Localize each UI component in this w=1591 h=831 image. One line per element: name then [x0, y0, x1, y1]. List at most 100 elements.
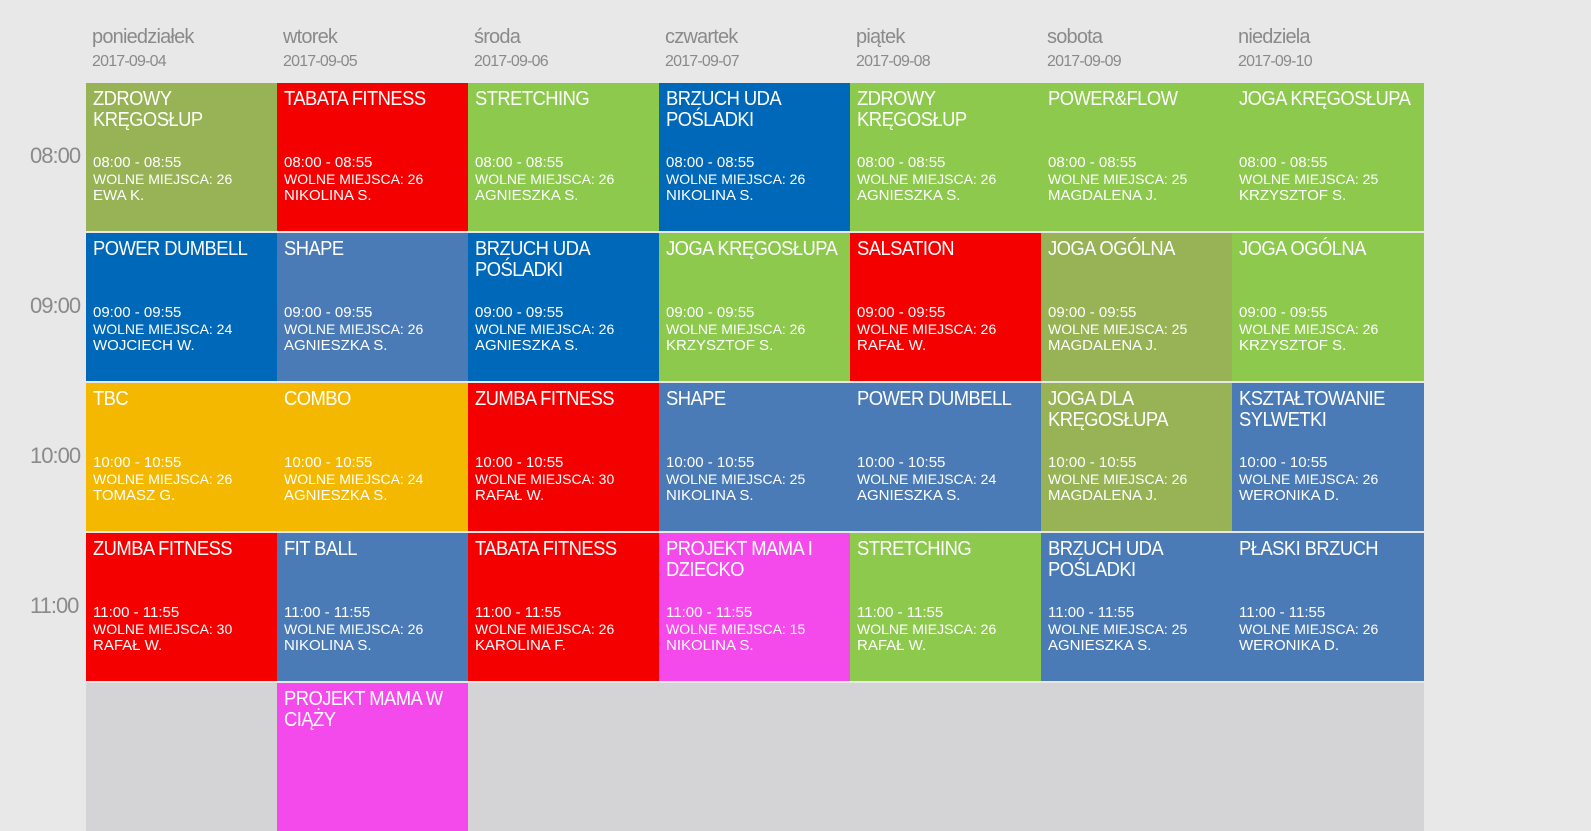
- class-time: 09:00 - 09:55: [857, 304, 946, 321]
- trainer-name: KRZYSZTOF S.: [666, 337, 774, 354]
- class-card[interactable]: ZUMBA FITNESS 11:00 - 11:55 WOLNE MIEJSC…: [86, 533, 278, 681]
- class-title: FIT BALL: [284, 538, 358, 560]
- trainer-name: AGNIESZKA S.: [1048, 637, 1152, 654]
- class-card[interactable]: BRZUCH UDA POŚLADKI 08:00 - 08:55 WOLNE …: [659, 83, 851, 231]
- trainer-name: AGNIESZKA S.: [475, 337, 579, 354]
- class-time: 11:00 - 11:55: [284, 604, 371, 621]
- class-card[interactable]: POWER DUMBELL 09:00 - 09:55 WOLNE MIEJSC…: [86, 233, 278, 381]
- class-card[interactable]: POWER DUMBELL 10:00 - 10:55 WOLNE MIEJSC…: [850, 383, 1042, 531]
- class-card[interactable]: STRETCHING 11:00 - 11:55 WOLNE MIEJSCA: …: [850, 533, 1042, 681]
- class-title: JOGA DLA KRĘGOSŁUPA: [1048, 388, 1168, 431]
- class-card[interactable]: ZDROWY KRĘGOSŁUP 08:00 - 08:55 WOLNE MIE…: [86, 83, 278, 231]
- class-title: PŁASKI BRZUCH: [1239, 538, 1379, 560]
- trainer-name: WERONIKA D.: [1239, 637, 1340, 654]
- class-card[interactable]: SHAPE 10:00 - 10:55 WOLNE MIEJSCA: 25 NI…: [659, 383, 851, 531]
- class-title: ZUMBA FITNESS: [475, 388, 615, 410]
- empty-slot: [1041, 683, 1233, 831]
- trainer-name: AGNIESZKA S.: [284, 337, 388, 354]
- day-date: 2017-09-10: [1238, 53, 1313, 70]
- free-seats: WOLNE MIEJSCA: 26: [475, 321, 615, 337]
- free-seats: WOLNE MIEJSCA: 26: [284, 321, 424, 337]
- day-header: środa 2017-09-06: [474, 24, 664, 74]
- class-title: ZDROWY KRĘGOSŁUP: [857, 88, 967, 131]
- class-card[interactable]: JOGA KRĘGOSŁUPA 09:00 - 09:55 WOLNE MIEJ…: [659, 233, 851, 381]
- class-title: BRZUCH UDA POŚLADKI: [1048, 538, 1163, 581]
- class-title: KSZTAŁTOWANIE SYLWETKI: [1239, 388, 1385, 431]
- free-seats: WOLNE MIEJSCA: 15: [666, 621, 806, 637]
- free-seats: WOLNE MIEJSCA: 25: [1048, 621, 1188, 637]
- class-card[interactable]: JOGA OGÓLNA 09:00 - 09:55 WOLNE MIEJSCA:…: [1232, 233, 1424, 381]
- trainer-name: KRZYSZTOF S.: [1239, 337, 1347, 354]
- class-card[interactable]: STRETCHING 08:00 - 08:55 WOLNE MIEJSCA: …: [468, 83, 660, 231]
- trainer-name: WOJCIECH W.: [93, 337, 195, 354]
- free-seats: WOLNE MIEJSCA: 26: [93, 171, 233, 187]
- class-card[interactable]: BRZUCH UDA POŚLADKI 11:00 - 11:55 WOLNE …: [1041, 533, 1233, 681]
- class-card[interactable]: PŁASKI BRZUCH 11:00 - 11:55 WOLNE MIEJSC…: [1232, 533, 1424, 681]
- class-time: 11:00 - 11:55: [475, 604, 562, 621]
- class-title: SHAPE: [666, 388, 726, 410]
- trainer-name: NIKOLINA S.: [666, 187, 754, 204]
- empty-slot: [468, 683, 660, 831]
- free-seats: WOLNE MIEJSCA: 26: [1239, 621, 1379, 637]
- class-card[interactable]: JOGA OGÓLNA 09:00 - 09:55 WOLNE MIEJSCA:…: [1041, 233, 1233, 381]
- day-header: piątek 2017-09-08: [856, 24, 1046, 74]
- class-card[interactable]: TABATA FITNESS 11:00 - 11:55 WOLNE MIEJS…: [468, 533, 660, 681]
- class-card[interactable]: JOGA KRĘGOSŁUPA 08:00 - 08:55 WOLNE MIEJ…: [1232, 83, 1424, 231]
- class-title: PROJEKT MAMA W CIĄŻY: [284, 688, 443, 731]
- class-time: 11:00 - 11:55: [93, 604, 180, 621]
- class-time: 08:00 - 08:55: [1048, 154, 1137, 171]
- class-time: 10:00 - 10:55: [857, 454, 946, 471]
- day-date: 2017-09-08: [856, 53, 931, 70]
- class-time: 11:00 - 11:55: [1239, 604, 1326, 621]
- class-card[interactable]: PROJEKT MAMA W CIĄŻY: [277, 683, 469, 831]
- trainer-name: AGNIESZKA S.: [857, 487, 961, 504]
- trainer-name: RAFAŁ W.: [475, 487, 545, 504]
- class-card[interactable]: ZDROWY KRĘGOSŁUP 08:00 - 08:55 WOLNE MIE…: [850, 83, 1042, 231]
- free-seats: WOLNE MIEJSCA: 25: [1048, 321, 1188, 337]
- class-time: 09:00 - 09:55: [1239, 304, 1328, 321]
- class-card[interactable]: ZUMBA FITNESS 10:00 - 10:55 WOLNE MIEJSC…: [468, 383, 660, 531]
- class-time: 11:00 - 11:55: [666, 604, 753, 621]
- free-seats: WOLNE MIEJSCA: 26: [1239, 471, 1379, 487]
- class-card[interactable]: SHAPE 09:00 - 09:55 WOLNE MIEJSCA: 26 AG…: [277, 233, 469, 381]
- day-name: piątek: [856, 26, 905, 48]
- class-time: 08:00 - 08:55: [284, 154, 373, 171]
- class-title: JOGA KRĘGOSŁUPA: [666, 238, 838, 260]
- free-seats: WOLNE MIEJSCA: 30: [475, 471, 615, 487]
- class-time: 08:00 - 08:55: [857, 154, 946, 171]
- class-time: 09:00 - 09:55: [666, 304, 755, 321]
- class-card[interactable]: KSZTAŁTOWANIE SYLWETKI 10:00 - 10:55 WOL…: [1232, 383, 1424, 531]
- empty-slot: [86, 683, 278, 831]
- class-time: 08:00 - 08:55: [93, 154, 182, 171]
- free-seats: WOLNE MIEJSCA: 25: [666, 471, 806, 487]
- class-time: 10:00 - 10:55: [666, 454, 755, 471]
- free-seats: WOLNE MIEJSCA: 26: [857, 321, 997, 337]
- day-header: poniedziałek 2017-09-04: [92, 24, 282, 74]
- class-time: 08:00 - 08:55: [475, 154, 564, 171]
- day-date: 2017-09-05: [283, 53, 358, 70]
- class-title: TABATA FITNESS: [284, 88, 426, 110]
- class-card[interactable]: SALSATION 09:00 - 09:55 WOLNE MIEJSCA: 2…: [850, 233, 1042, 381]
- day-header: sobota 2017-09-09: [1047, 24, 1237, 74]
- class-card[interactable]: BRZUCH UDA POŚLADKI 09:00 - 09:55 WOLNE …: [468, 233, 660, 381]
- class-card[interactable]: TBC 10:00 - 10:55 WOLNE MIEJSCA: 26 TOMA…: [86, 383, 278, 531]
- free-seats: WOLNE MIEJSCA: 26: [475, 171, 615, 187]
- trainer-name: WERONIKA D.: [1239, 487, 1340, 504]
- free-seats: WOLNE MIEJSCA: 24: [857, 471, 997, 487]
- class-title: ZDROWY KRĘGOSŁUP: [93, 88, 203, 131]
- class-time: 08:00 - 08:55: [1239, 154, 1328, 171]
- class-card[interactable]: PROJEKT MAMA I DZIECKO 11:00 - 11:55 WOL…: [659, 533, 851, 681]
- class-card[interactable]: COMBO 10:00 - 10:55 WOLNE MIEJSCA: 24 AG…: [277, 383, 469, 531]
- free-seats: WOLNE MIEJSCA: 26: [666, 171, 806, 187]
- class-time: 09:00 - 09:55: [284, 304, 373, 321]
- class-card[interactable]: TABATA FITNESS 08:00 - 08:55 WOLNE MIEJS…: [277, 83, 469, 231]
- class-title: SALSATION: [857, 238, 954, 260]
- class-card[interactable]: FIT BALL 11:00 - 11:55 WOLNE MIEJSCA: 26…: [277, 533, 469, 681]
- class-time: 09:00 - 09:55: [93, 304, 182, 321]
- day-date: 2017-09-06: [474, 53, 549, 70]
- class-time: 11:00 - 11:55: [857, 604, 944, 621]
- free-seats: WOLNE MIEJSCA: 24: [93, 321, 233, 337]
- class-title: POWER DUMBELL: [93, 238, 248, 260]
- class-card[interactable]: POWER&FLOW 08:00 - 08:55 WOLNE MIEJSCA: …: [1041, 83, 1233, 231]
- class-card[interactable]: JOGA DLA KRĘGOSŁUPA 10:00 - 10:55 WOLNE …: [1041, 383, 1233, 531]
